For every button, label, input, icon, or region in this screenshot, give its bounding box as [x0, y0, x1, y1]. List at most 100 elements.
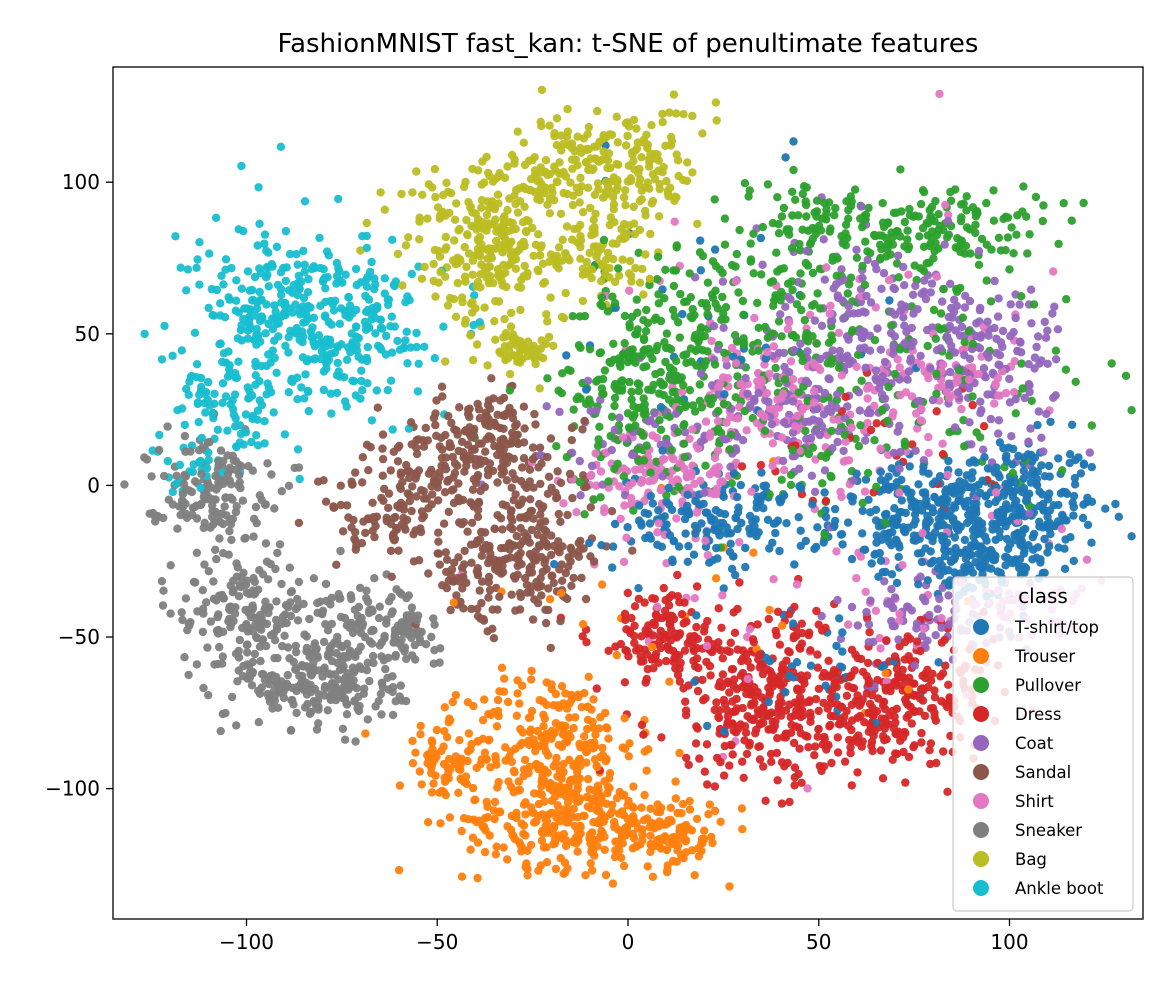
- data-point: [218, 709, 227, 719]
- data-point: [336, 500, 346, 510]
- data-point: [628, 413, 638, 422]
- data-point: [962, 192, 971, 201]
- data-point: [896, 165, 905, 174]
- data-point: [861, 237, 870, 246]
- data-point: [850, 185, 860, 194]
- data-point: [604, 477, 613, 486]
- data-point: [727, 343, 737, 353]
- data-point: [408, 482, 417, 491]
- data-point: [930, 693, 940, 702]
- data-point: [1040, 568, 1049, 577]
- data-point: [257, 683, 266, 692]
- data-point: [176, 510, 185, 520]
- data-point: [1027, 396, 1036, 405]
- data-point: [827, 758, 836, 768]
- data-point: [665, 677, 674, 686]
- data-point: [759, 491, 768, 500]
- data-point: [685, 434, 694, 443]
- data-point: [1067, 420, 1077, 429]
- data-point: [513, 689, 522, 698]
- data-point: [412, 328, 421, 338]
- data-point: [801, 426, 810, 436]
- data-point: [178, 404, 187, 413]
- data-point: [423, 436, 432, 445]
- data-point: [915, 232, 924, 241]
- data-point: [703, 721, 712, 731]
- data-point: [321, 284, 330, 293]
- data-point: [713, 417, 723, 426]
- data-point: [284, 348, 293, 357]
- data-point: [455, 518, 464, 527]
- data-point: [419, 494, 429, 503]
- data-point: [768, 439, 778, 448]
- data-point: [455, 403, 464, 412]
- data-point: [281, 276, 290, 286]
- data-point: [563, 104, 572, 114]
- data-point: [1009, 388, 1019, 397]
- data-point: [777, 332, 786, 341]
- data-point: [442, 555, 452, 564]
- data-point: [412, 449, 422, 459]
- data-point: [725, 761, 734, 770]
- data-point: [829, 712, 838, 721]
- data-point: [553, 493, 562, 502]
- data-point: [685, 797, 694, 806]
- data-point: [235, 635, 244, 645]
- data-point: [844, 335, 853, 344]
- data-point: [1060, 564, 1070, 573]
- data-point: [262, 246, 271, 255]
- data-point: [435, 442, 444, 451]
- data-point: [439, 322, 448, 331]
- data-point: [435, 658, 444, 667]
- data-point: [939, 747, 948, 756]
- data-point: [623, 523, 632, 532]
- data-point: [1043, 548, 1052, 557]
- data-point: [218, 652, 227, 661]
- data-point: [642, 305, 651, 315]
- data-point: [551, 864, 561, 874]
- data-point: [179, 479, 189, 489]
- data-point: [332, 388, 342, 398]
- data-point: [221, 392, 231, 401]
- data-point: [710, 245, 720, 254]
- data-point: [937, 697, 946, 706]
- data-point: [507, 308, 516, 318]
- data-point: [691, 739, 701, 748]
- data-point: [158, 601, 168, 610]
- data-point: [950, 348, 960, 357]
- data-point: [870, 550, 879, 559]
- data-point: [292, 250, 301, 259]
- data-point: [1009, 327, 1018, 337]
- data-point: [513, 127, 522, 136]
- data-point: [583, 183, 593, 192]
- data-point: [416, 721, 425, 731]
- data-point: [769, 575, 778, 584]
- data-point: [452, 199, 461, 208]
- data-point: [909, 742, 918, 752]
- data-point: [632, 295, 641, 304]
- data-point: [364, 466, 373, 475]
- data-point: [854, 442, 864, 451]
- data-point: [348, 376, 357, 385]
- data-point: [920, 488, 930, 497]
- data-point: [937, 507, 946, 516]
- data-point: [235, 471, 244, 480]
- data-point: [663, 865, 672, 875]
- data-point: [336, 481, 345, 490]
- data-point: [557, 576, 567, 585]
- data-point: [687, 826, 697, 835]
- data-point: [861, 587, 870, 596]
- data-point: [219, 280, 228, 289]
- data-point: [907, 392, 917, 401]
- data-point: [870, 336, 880, 345]
- data-point: [944, 210, 953, 220]
- data-point: [441, 548, 450, 557]
- data-point: [878, 199, 887, 208]
- data-point: [321, 311, 330, 320]
- data-point: [374, 613, 384, 623]
- data-point: [1079, 198, 1088, 208]
- data-point: [711, 574, 721, 583]
- data-point: [243, 383, 252, 392]
- data-point: [692, 622, 701, 632]
- data-point: [732, 694, 741, 704]
